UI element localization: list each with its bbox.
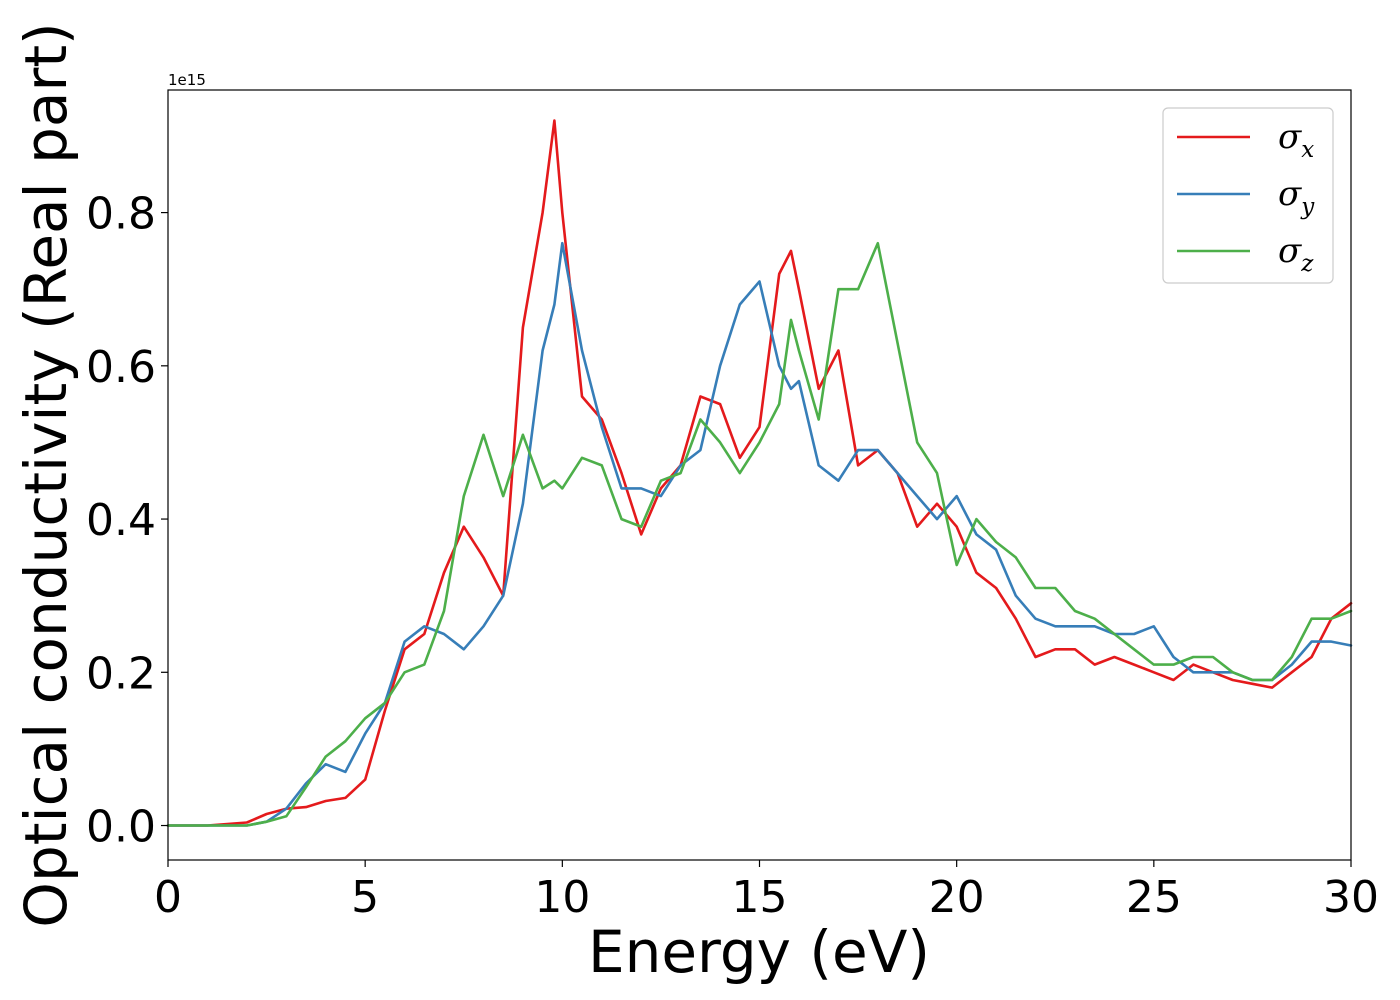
x-tick-label: 25 bbox=[1126, 872, 1182, 923]
x-tick-label: 0 bbox=[154, 872, 182, 923]
series-layer bbox=[166, 119, 1353, 827]
series-line-sigma-z bbox=[166, 241, 1353, 827]
y-tick-label: 0.6 bbox=[86, 342, 156, 393]
y-tick-label: 0.0 bbox=[86, 802, 156, 853]
legend-item-sigma-x: σx bbox=[1177, 117, 1314, 163]
y-tick-label: 0.8 bbox=[86, 189, 156, 240]
x-axis-label: Energy (eV) bbox=[588, 918, 930, 986]
y-tick-label: 0.4 bbox=[86, 495, 156, 546]
series-line-sigma-y bbox=[166, 241, 1353, 827]
legend-box bbox=[1162, 107, 1334, 284]
x-tick-label: 15 bbox=[732, 872, 788, 923]
x-axis-ticks: 0 5 10 15 20 25 30 bbox=[154, 860, 1379, 923]
y-axis-label: Optical conductivity (Real part) bbox=[12, 22, 80, 927]
y-offset-label: 1e15 bbox=[168, 71, 206, 89]
x-tick-label: 30 bbox=[1323, 872, 1379, 923]
series-line-sigma-x bbox=[166, 119, 1353, 827]
x-tick-label: 10 bbox=[534, 872, 590, 923]
x-tick-label: 5 bbox=[351, 872, 379, 923]
y-tick-label: 0.2 bbox=[86, 648, 156, 699]
x-tick-label: 20 bbox=[929, 872, 985, 923]
y-axis-ticks: 0.0 0.2 0.4 0.6 0.8 bbox=[86, 189, 168, 853]
